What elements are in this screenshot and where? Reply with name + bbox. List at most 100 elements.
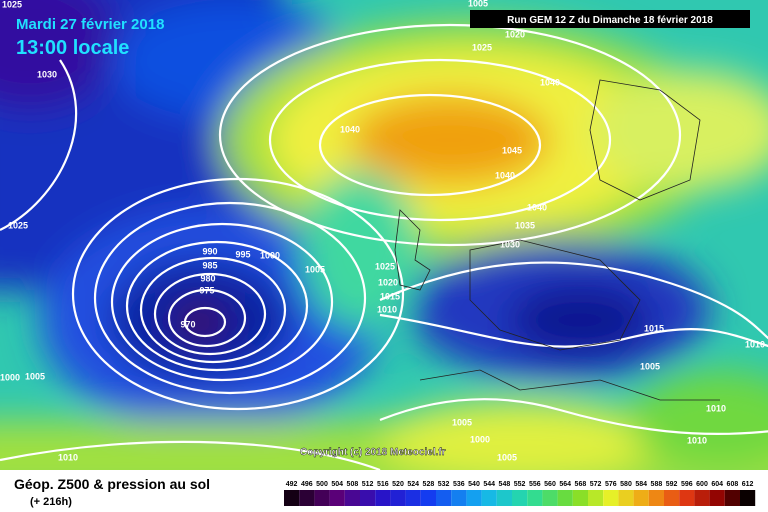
isobar-label: 1025	[8, 220, 28, 230]
scale-cell	[420, 490, 436, 506]
scale-cell	[299, 490, 315, 506]
isobar-label: 1035	[515, 220, 535, 230]
scale-label: 540	[468, 481, 480, 488]
scale-label: 504	[331, 481, 343, 488]
scale-cell	[481, 490, 497, 506]
scale-cell	[451, 490, 467, 506]
scale-cell	[648, 490, 664, 506]
scale-label: 600	[696, 481, 708, 488]
scale-label: 536	[453, 481, 465, 488]
scale-label: 560	[544, 481, 556, 488]
scale-label: 528	[423, 481, 435, 488]
scale-cell	[709, 490, 725, 506]
scale-cell	[436, 490, 452, 506]
scale-cell	[724, 490, 740, 506]
scale-label: 612	[742, 481, 754, 488]
isobar-label: 1025	[472, 42, 492, 52]
isobar-label: 1000	[470, 434, 490, 444]
footer-lead: (+ 216h)	[30, 496, 72, 508]
scale-label: 500	[316, 481, 328, 488]
isobar-label: 1040	[527, 202, 547, 212]
isobar-label: 1015	[380, 291, 400, 301]
isobar-label: 1000	[0, 372, 20, 382]
isobar-label: 1015	[644, 323, 664, 333]
isobar-label: 1030	[37, 69, 57, 79]
scale-label: 512	[362, 481, 374, 488]
scale-label: 588	[651, 481, 663, 488]
scale-label: 544	[483, 481, 495, 488]
isobar-label: 980	[200, 273, 215, 283]
footer-title: Géop. Z500 & pression au sol	[14, 476, 210, 492]
scale-label: 568	[575, 481, 587, 488]
scale-label: 564	[559, 481, 571, 488]
isobar-label: 1040	[340, 124, 360, 134]
scale-cell	[329, 490, 345, 506]
scale-cell	[588, 490, 604, 506]
scale-cell	[496, 490, 512, 506]
isobar-label: 1045	[502, 145, 522, 155]
isobar-label: 1000	[260, 250, 280, 260]
isobar-label: 990	[202, 246, 217, 256]
isobar-label: 1020	[505, 29, 525, 39]
scale-label: 496	[301, 481, 313, 488]
scale-label: 552	[514, 481, 526, 488]
scale-label: 492	[286, 481, 298, 488]
scale-cell	[314, 490, 330, 506]
isobar-label: 1005	[497, 452, 517, 462]
isobar-label: 985	[202, 260, 217, 270]
color-scale: 492 496 500 504 508 512 516 520 524 528 532 536 540 5…	[284, 481, 756, 506]
isobar-label: 1010	[706, 403, 726, 413]
scale-label: 608	[727, 481, 739, 488]
scale-cell	[466, 490, 482, 506]
isobar-label: 1020	[378, 277, 398, 287]
field	[0, 0, 768, 470]
scale-cell	[512, 490, 528, 506]
isobar-label: 1040	[495, 170, 515, 180]
scale-label: 532	[438, 481, 450, 488]
isobar-label: 1025	[375, 261, 395, 271]
isobar-label: 1005	[452, 417, 472, 427]
scale-label: 556	[529, 481, 541, 488]
scale-label: 524	[407, 481, 419, 488]
scale-label: 516	[377, 481, 389, 488]
scale-cell	[618, 490, 634, 506]
scale-label: 576	[605, 481, 617, 488]
isobar-label: 1040	[540, 77, 560, 87]
isobar-label: 995	[235, 249, 250, 259]
isobar-label: 1010	[377, 304, 397, 314]
scale-cell	[284, 490, 300, 506]
isobar-label: 1005	[25, 371, 45, 381]
scale-cell	[679, 490, 695, 506]
scale-cell	[360, 490, 376, 506]
run-info: Run GEM 12 Z du Dimanche 18 février 2018	[507, 15, 713, 26]
scale-label: 596	[681, 481, 693, 488]
coastlines	[394, 79, 720, 401]
isobar-labels: 1025 1020 1025 1030 1040 1040 1045 1040 1025 1040…	[0, 0, 765, 462]
scale-cell	[542, 490, 558, 506]
isobar-label: 1005	[468, 0, 488, 8]
scale-cell	[740, 490, 756, 506]
scale-cell	[664, 490, 680, 506]
scale-cell	[603, 490, 619, 506]
scale-cell	[557, 490, 573, 506]
scale-label: 584	[635, 481, 647, 488]
scale-cell	[405, 490, 421, 506]
scale-cell	[344, 490, 360, 506]
scale-label: 604	[711, 481, 723, 488]
run-box	[470, 10, 750, 28]
scale-cell	[572, 490, 588, 506]
scale-label: 520	[392, 481, 404, 488]
isobar-label: 975	[199, 285, 214, 295]
scale-label: 592	[666, 481, 678, 488]
isobar-label: 1025	[2, 0, 22, 9]
isobar-label: 1010	[687, 435, 707, 445]
scale-label: 508	[347, 481, 359, 488]
scale-cell	[694, 490, 710, 506]
isobar-label: 970	[180, 319, 195, 329]
isobar-label: 1005	[640, 361, 660, 371]
isobar-label: 1005	[305, 264, 325, 274]
scale-label: 548	[499, 481, 511, 488]
isobar-label: 1010	[58, 452, 78, 462]
scale-cell	[375, 490, 391, 506]
